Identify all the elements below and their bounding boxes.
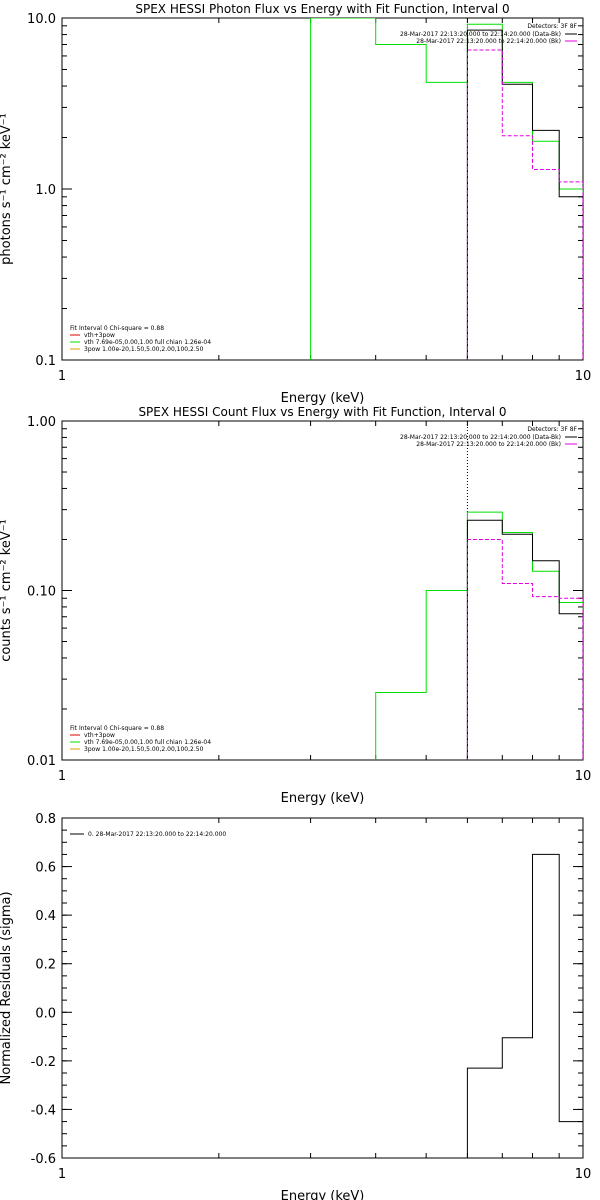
y-tick-label: -0.6 xyxy=(31,1152,56,1167)
x-tick-label: 1 xyxy=(58,369,66,384)
x-axis-label: Energy (keV) xyxy=(281,391,365,406)
legend-left-entry: 0. 28-Mar-2017 22:13:20.000 to 22:14:20.… xyxy=(88,831,226,838)
y-tick-label: 0.10 xyxy=(27,585,56,600)
x-tick-label: 1 xyxy=(58,769,66,784)
y-axis-label: counts s⁻¹ cm⁻² keV⁻¹ xyxy=(0,519,14,662)
series-1-step-line xyxy=(310,18,583,360)
plot-frame xyxy=(61,17,584,361)
chart-title: SPEX HESSI Count Flux vs Energy with Fit… xyxy=(138,405,506,419)
y-tick-label: 1.0 xyxy=(35,183,56,198)
data-area xyxy=(375,421,583,760)
chart-panel-1: SPEX HESSI Photon Flux vs Energy with Fi… xyxy=(0,2,591,406)
y-tick-label: 10.0 xyxy=(27,12,56,27)
y-tick-label: 0.2 xyxy=(35,958,56,973)
legend-right-entry: 28-Mar-2017 22:13:20.000 to 22:14:20.000… xyxy=(416,441,561,448)
legend-left-title: Fit Interval 0 Chi-square = 0.88 xyxy=(70,325,164,332)
legend-right-title: Detectors: 3F 8F xyxy=(527,426,577,433)
legend-right-entry: 28-Mar-2017 22:13:20.000 to 22:14:20.000… xyxy=(400,434,561,441)
legend-left-entry: vth+3pow xyxy=(84,332,115,339)
y-tick-label: 0.01 xyxy=(27,754,56,769)
x-axis-label: Energy (keV) xyxy=(281,791,365,806)
series-3-step-line xyxy=(466,49,583,360)
chart-title: SPEX HESSI Photon Flux vs Energy with Fi… xyxy=(135,2,509,16)
series-1-step-line xyxy=(466,853,583,1158)
plot-frame xyxy=(61,817,584,1159)
y-axis-label: photons s⁻¹ cm⁻² keV⁻¹ xyxy=(0,113,14,265)
series-1-step-line xyxy=(375,511,583,760)
chart-panel-2: SPEX HESSI Count Flux vs Energy with Fit… xyxy=(0,405,591,806)
legend-left-entry: vth 7.69e-05,0.00,1.00 full chian 1.26e-… xyxy=(84,339,211,346)
x-tick-label: 10 xyxy=(575,369,592,384)
legend-left-entry: 3pow 1.00e-20,1.50,5.00,2.00,100,2.50 xyxy=(84,746,204,753)
data-area xyxy=(466,853,583,1158)
x-tick-label: 10 xyxy=(575,1167,592,1182)
y-tick-label: 1.00 xyxy=(27,415,56,430)
series-2-step-line xyxy=(466,29,583,360)
plot-frame xyxy=(61,420,584,761)
legend-left-entry: 3pow 1.00e-20,1.50,5.00,2.00,100,2.50 xyxy=(84,346,204,353)
series-3-step-line xyxy=(466,539,583,760)
y-tick-label: 0.1 xyxy=(35,354,56,369)
series-2-step-line xyxy=(466,519,583,760)
chart-panel-3: 1 10 Energy (keV) -0.6 -0.4 -0.2 0.0 0.2 0.4 0.6 0… xyxy=(0,812,591,1200)
legend-left-title: Fit Interval 0 Chi-square = 0.88 xyxy=(70,725,164,732)
legend-left-entry: vth+3pow xyxy=(84,732,115,739)
y-axis-label: Normalized Residuals (sigma) xyxy=(0,891,14,1084)
y-tick-label: 0.6 xyxy=(35,861,56,876)
legend-right-entry: 28-Mar-2017 22:13:20.000 to 22:14:20.000… xyxy=(400,31,561,38)
legend-left-entry: vth 7.69e-05,0.00,1.00 full chian 1.26e-… xyxy=(84,739,211,746)
y-tick-label: 0.8 xyxy=(35,812,56,827)
x-tick-label: 1 xyxy=(58,1167,66,1182)
x-tick-label: 10 xyxy=(575,769,592,784)
x-axis-label: Energy (keV) xyxy=(281,1189,365,1200)
legend-right-title: Detectors: 3F 8F xyxy=(527,23,577,30)
legend-right-entry: 28-Mar-2017 22:13:20.000 to 22:14:20.000… xyxy=(416,38,561,45)
data-area xyxy=(310,18,583,360)
y-tick-label: -0.4 xyxy=(31,1103,56,1118)
y-tick-label: 0.4 xyxy=(35,909,56,924)
y-tick-label: 0.0 xyxy=(35,1006,56,1021)
y-tick-label: -0.2 xyxy=(31,1055,56,1070)
